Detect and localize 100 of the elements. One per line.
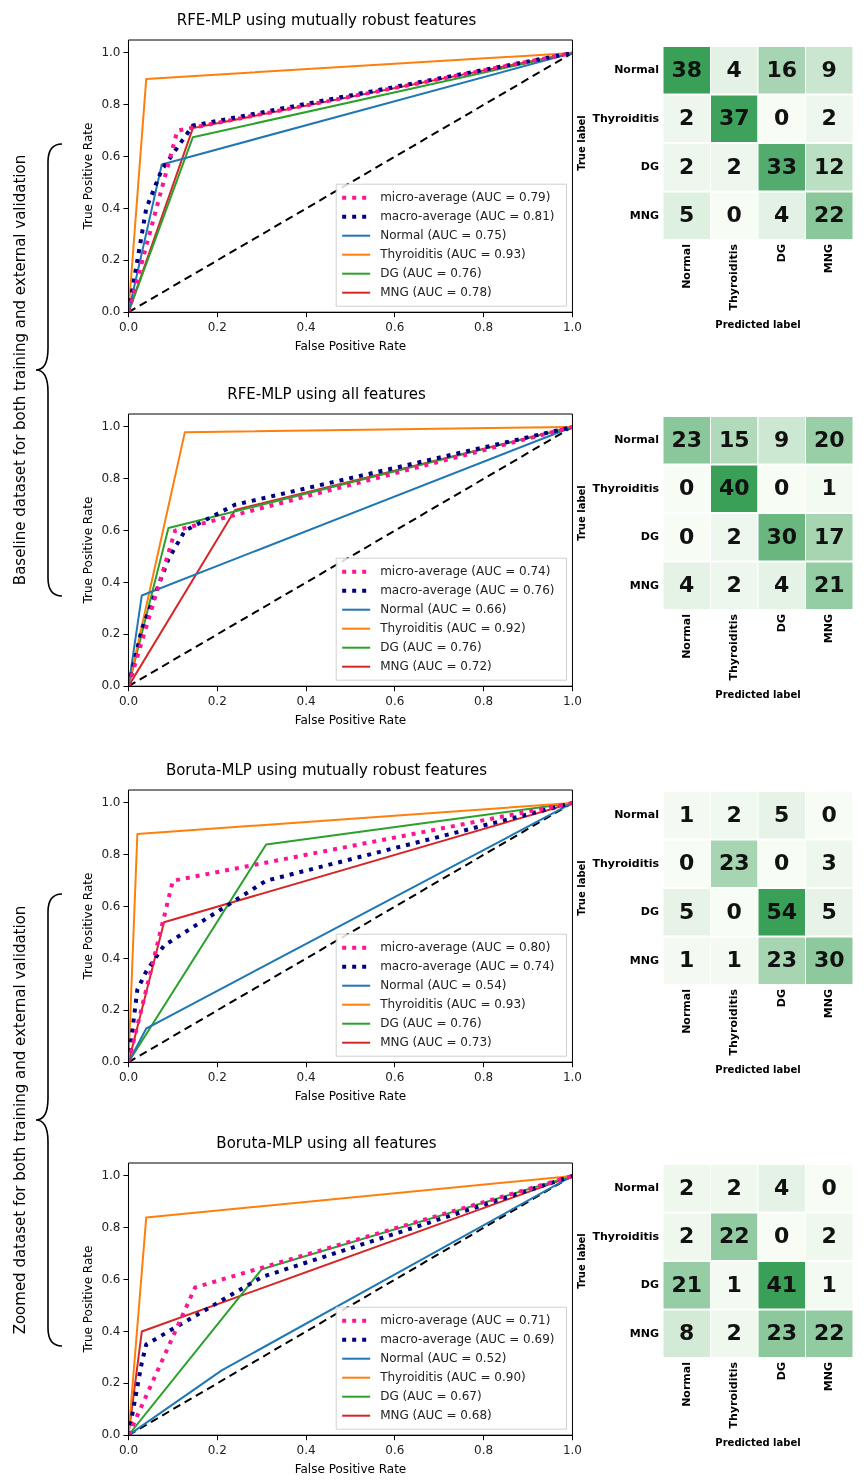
- data-label: 2: [821, 105, 837, 131]
- data-label: 2: [726, 801, 742, 827]
- y-tick-label: MNG: [629, 1326, 659, 1340]
- data-label: 2: [726, 1174, 742, 1200]
- y-tick-label: 0.0: [101, 1054, 121, 1069]
- y-tick-label: 0.6: [101, 898, 121, 913]
- text: Zoomed dataset for both training and external validation: [10, 905, 29, 1335]
- data-label: 33: [766, 153, 798, 179]
- y-axis-title: True Positive Rate: [81, 496, 96, 605]
- data-label: 0: [679, 523, 695, 549]
- data-label: 30: [766, 523, 798, 549]
- x-tick-label: Normal: [679, 244, 693, 289]
- y-tick-label: 0.0: [101, 1427, 121, 1442]
- y-axis-title: True label: [575, 485, 587, 541]
- legend-label: micro-average (AUC = 0.71): [380, 1312, 551, 1327]
- legend-label: Normal (AUC = 0.54): [380, 977, 507, 992]
- legend-label: Normal (AUC = 0.52): [380, 1350, 507, 1365]
- x-axis-title: False Positive Rate: [294, 338, 407, 353]
- y-tick-label: Thyroiditis: [592, 856, 660, 870]
- x-axis-title: Predicted label: [715, 1063, 801, 1075]
- data-label: 20: [813, 426, 845, 452]
- data-label: 9: [821, 56, 837, 82]
- data-label: 2: [821, 1223, 837, 1249]
- x-tick-label: 0.0: [118, 1442, 139, 1457]
- data-label: 4: [679, 572, 695, 598]
- y-tick-label: 0.4: [101, 1323, 121, 1338]
- y-tick-label: 0.6: [101, 148, 121, 163]
- data-label: 17: [813, 523, 845, 549]
- data-label: 5: [821, 898, 837, 924]
- x-tick-label: 0.0: [118, 693, 139, 708]
- data-label: 22: [813, 202, 845, 228]
- y-tick-label: 1.0: [101, 795, 121, 810]
- legend-label: MNG (AUC = 0.72): [380, 658, 492, 673]
- x-tick-label: 0.6: [385, 693, 405, 708]
- legend-label: macro-average (AUC = 0.81): [380, 208, 555, 223]
- data-label: 0: [726, 898, 742, 924]
- x-tick-label: 0.4: [296, 1442, 316, 1457]
- data-label: 15: [718, 426, 750, 452]
- data-label: 12: [813, 153, 845, 179]
- data-label: 8: [679, 1320, 695, 1346]
- data-label: 2: [726, 523, 742, 549]
- y-tick-label: DG: [640, 1278, 659, 1292]
- data-label: 21: [813, 572, 845, 598]
- data-label: 9: [774, 426, 790, 452]
- data-label: 0: [821, 801, 837, 827]
- x-axis-title: False Positive Rate: [294, 1088, 407, 1103]
- y-tick-label: DG: [640, 905, 659, 919]
- data-label: 16: [766, 56, 798, 82]
- x-tick-label: 0.6: [385, 1442, 405, 1457]
- x-tick-label: 0.2: [207, 1442, 227, 1457]
- x-tick-label: 0.8: [474, 693, 494, 708]
- y-tick-label: 0.8: [101, 1219, 121, 1234]
- y-tick-label: 0.8: [101, 470, 121, 485]
- x-tick-label: Thyroiditis: [727, 243, 741, 311]
- legend-label: MNG (AUC = 0.73): [380, 1034, 492, 1049]
- x-tick-label: 0.8: [474, 1442, 494, 1457]
- data-label: 41: [766, 1271, 798, 1297]
- y-axis-title: True Positive Rate: [81, 1245, 96, 1354]
- y-tick-label: 0.8: [101, 846, 121, 861]
- data-label: 2: [679, 153, 695, 179]
- data-label: 0: [774, 850, 790, 876]
- x-axis-title: False Positive Rate: [294, 1461, 407, 1476]
- y-tick-label: 0.4: [101, 950, 121, 965]
- y-tick-label: MNG: [629, 953, 659, 967]
- y-tick-label: DG: [640, 160, 659, 174]
- y-tick-label: 0.8: [101, 96, 121, 111]
- y-tick-label: 0.4: [101, 574, 121, 589]
- x-tick-label: 0.0: [118, 319, 139, 334]
- y-tick-label: 0.6: [101, 522, 121, 537]
- x-tick-label: DG: [774, 1362, 788, 1381]
- data-label: 23: [671, 426, 703, 452]
- data-label: 0: [679, 475, 695, 501]
- data-label: 0: [726, 202, 742, 228]
- x-tick-label: 0.4: [296, 1069, 316, 1084]
- x-tick-label: 0.6: [385, 1069, 405, 1084]
- legend-label: MNG (AUC = 0.78): [380, 284, 492, 299]
- data-label: 30: [813, 947, 845, 973]
- data-label: 2: [679, 105, 695, 131]
- data-label: 2: [726, 572, 742, 598]
- legend-label: micro-average (AUC = 0.80): [380, 939, 551, 954]
- data-label: 3: [821, 850, 837, 876]
- x-tick-label: 0.2: [207, 319, 227, 334]
- y-tick-label: DG: [640, 530, 659, 544]
- x-tick-label: Thyroiditis: [727, 613, 741, 681]
- data-label: 40: [718, 475, 750, 501]
- data-label: 37: [718, 105, 750, 131]
- chart-title: Boruta-MLP using all features: [216, 1133, 437, 1152]
- legend-label: micro-average (AUC = 0.74): [380, 563, 551, 578]
- legend-label: micro-average (AUC = 0.79): [380, 189, 551, 204]
- data-label: 4: [774, 1174, 790, 1200]
- x-tick-label: MNG: [822, 244, 836, 274]
- y-tick-label: 1.0: [101, 45, 121, 60]
- x-tick-label: MNG: [822, 1362, 836, 1392]
- x-tick-label: 0.2: [207, 693, 227, 708]
- x-tick-label: 0.4: [296, 319, 316, 334]
- data-label: 0: [679, 850, 695, 876]
- x-tick-label: 0.0: [118, 1069, 139, 1084]
- x-tick-label: 0.8: [474, 319, 494, 334]
- y-tick-label: Normal: [614, 808, 659, 822]
- y-tick-label: MNG: [629, 578, 659, 592]
